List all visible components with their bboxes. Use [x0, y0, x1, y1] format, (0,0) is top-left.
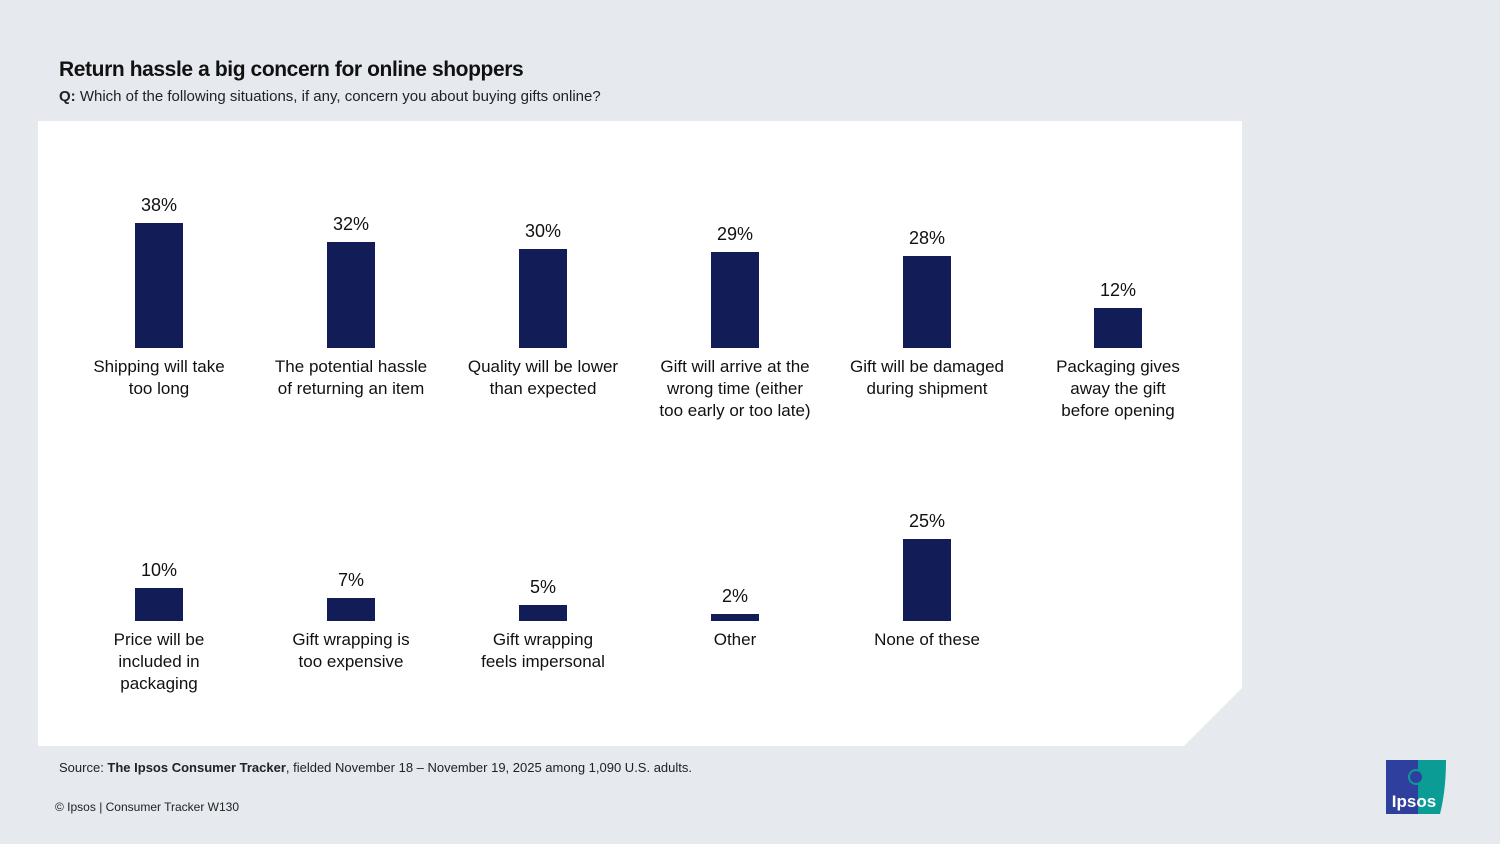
- chart-card: 38% Shipping will take too long 32% The pot…: [38, 121, 1242, 746]
- bar: [519, 249, 567, 348]
- category-label: Quality will be lower than expected: [467, 357, 619, 398]
- data-label: 28%: [908, 227, 946, 248]
- bar: [903, 538, 951, 621]
- category-label: Price will be included in packaging: [113, 630, 205, 693]
- source-note: Source: The Ipsos Consumer Tracker, fiel…: [59, 760, 692, 775]
- data-label: 10%: [140, 560, 178, 580]
- data-label: 30%: [524, 221, 562, 241]
- bar: [903, 255, 951, 348]
- source-prefix: Source:: [59, 760, 108, 775]
- category-label: Packaging gives away the gift before ope…: [1056, 357, 1180, 420]
- data-label: 5%: [529, 576, 556, 597]
- data-label: 29%: [716, 224, 754, 245]
- category-label: Other: [713, 630, 757, 649]
- category-label: Shipping will take too long: [93, 357, 225, 398]
- bar: [135, 222, 183, 348]
- data-label: 12%: [1099, 280, 1137, 301]
- category-label: Gift wrapping is too expensive: [292, 630, 410, 671]
- bar: [1094, 308, 1142, 348]
- source-name: The Ipsos Consumer Tracker: [107, 760, 286, 775]
- question-body: Which of the following situations, if an…: [75, 88, 601, 105]
- data-label: 2%: [721, 586, 748, 607]
- copyright: © Ipsos | Consumer Tracker W130: [55, 800, 240, 814]
- bar: [135, 588, 183, 621]
- question-text: Q: Which of the following situations, if…: [59, 88, 601, 105]
- category-label: Gift wrapping feels impersonal: [481, 630, 605, 671]
- bar: [711, 252, 759, 348]
- source-details: , fielded November 18 – November 19, 202…: [285, 760, 693, 775]
- data-label: 25%: [908, 510, 946, 531]
- bar: [327, 597, 375, 621]
- data-label: 38%: [140, 194, 178, 215]
- question-prefix: Q:: [59, 88, 76, 105]
- category-label: None of these: [874, 630, 980, 649]
- bar: [711, 614, 759, 621]
- data-label: 7%: [337, 569, 364, 590]
- chart-title: Return hassle a big concern for online s…: [59, 58, 524, 81]
- data-label: 32%: [332, 214, 370, 235]
- category-label: The potential hassle of returning an ite…: [274, 357, 428, 398]
- category-label: Gift will arrive at the wrong time (eith…: [659, 357, 811, 420]
- ipsos-logo: Ipsos: [1386, 760, 1446, 814]
- bar: [327, 242, 375, 348]
- bar: [519, 604, 567, 621]
- category-label: Gift will be damaged during shipment: [849, 357, 1005, 398]
- svg-text:Ipsos: Ipsos: [1392, 792, 1436, 811]
